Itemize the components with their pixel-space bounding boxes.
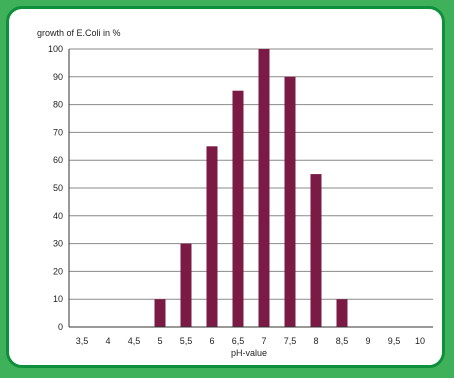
y-tick-label: 30 [53, 239, 63, 249]
y-tick-label: 50 [53, 183, 63, 193]
y-tick-label: 90 [53, 72, 63, 82]
y-tick-label: 80 [53, 100, 63, 110]
x-tick-label: 5 [157, 336, 162, 346]
x-tick-label: 10 [415, 336, 425, 346]
chart-frame: growth of E.Coli in % 0 10 20 30 40 50 60 70 80 9… [6, 6, 445, 368]
x-tick-label: 5,5 [180, 336, 193, 346]
bar [206, 146, 218, 327]
y-tick-label: 10 [53, 294, 63, 304]
gridlines [69, 48, 433, 300]
bar [310, 174, 322, 327]
x-tick-label: 6,5 [232, 336, 245, 346]
x-tick-label: 9,5 [388, 336, 401, 346]
x-tick-label: 6 [209, 336, 214, 346]
x-tick-label: 9 [365, 336, 370, 346]
x-tick-labels: 3,5 4 4,5 5 5,5 6 6,5 7 7,5 8 8,5 9 9,5 10 [76, 336, 425, 346]
bar [180, 243, 192, 327]
x-tick-label: 4 [105, 336, 110, 346]
y-tick-label: 100 [48, 44, 63, 54]
bar-chart: growth of E.Coli in % 0 10 20 30 40 50 60 70 80 9… [37, 28, 433, 358]
y-tick-label: 20 [53, 266, 63, 276]
y-tick-label: 70 [53, 127, 63, 137]
bar [284, 76, 296, 327]
bar [258, 49, 270, 327]
x-axis-label: pH-value [231, 348, 267, 358]
x-tick-label: 7,5 [284, 336, 297, 346]
x-tick-label: 3,5 [76, 336, 89, 346]
bar [232, 90, 244, 327]
bar [154, 299, 166, 327]
x-tick-label: 8 [313, 336, 318, 346]
y-tick-labels: 0 10 20 30 40 50 60 70 80 90 100 [48, 44, 63, 332]
x-tick-label: 7 [261, 336, 266, 346]
x-tick-label: 4,5 [128, 336, 141, 346]
bars [154, 49, 348, 327]
y-tick-label: 0 [58, 322, 63, 332]
bar [336, 299, 348, 327]
y-tick-label: 60 [53, 155, 63, 165]
x-tick-label: 8,5 [336, 336, 349, 346]
y-tick-label: 40 [53, 211, 63, 221]
y-axis-label: growth of E.Coli in % [37, 28, 121, 38]
